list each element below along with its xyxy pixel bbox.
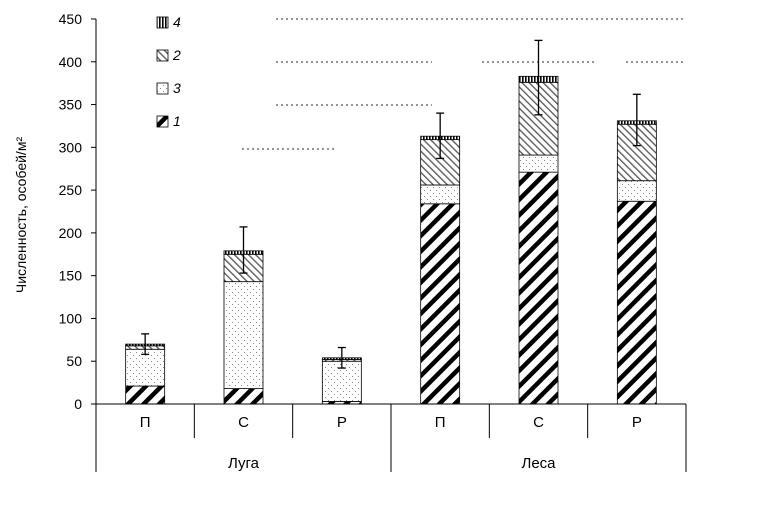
y-tick-label: 150 [59,268,83,284]
bars-layer [125,75,657,405]
y-axis-label: Численность, особей/м² [13,137,29,294]
x-group-label: Леса [521,455,556,472]
bar-segment-series-1 [125,385,166,405]
legend-label: 3 [173,80,181,96]
x-tick-label: Р [337,414,347,431]
x-tick-label: С [238,414,249,431]
y-tick-label: 350 [59,97,83,113]
legend-swatch-series-2 [156,49,169,62]
y-tick-label: 0 [74,396,82,412]
legend-label: 2 [172,47,181,63]
bar-segment-series-1 [223,388,264,405]
bar-segment-series-3 [616,180,657,202]
legend-swatch-series-4 [156,16,169,29]
legend-swatch-series-3 [156,82,169,95]
x-tick-label: П [435,414,446,431]
x-group-label: Луга [228,455,260,472]
bar-segment-series-3 [125,348,166,387]
x-axis-categories: П С Р П С Р Луга Леса [95,404,687,472]
bar-segment-series-3 [420,184,461,205]
y-tick-label: 100 [59,310,83,326]
bar-segment-series-3 [223,281,264,389]
x-tick-label: П [140,414,151,431]
y-tick-label: 200 [59,225,83,241]
bar-segment-series-3 [321,360,362,402]
bar-segment-series-3 [518,154,559,173]
y-tick-label: 250 [59,182,83,198]
x-tick-label: С [533,414,544,431]
bar-segment-series-1 [420,203,461,405]
legend-label: 4 [173,14,181,30]
legend: 4 2 3 1 [156,14,181,129]
y-ticks: 0 50 100 150 200 250 300 350 400 450 [59,11,96,412]
error-bars-layer [141,39,641,369]
y-tick-label: 400 [59,54,83,70]
x-tick-label: Р [632,414,642,431]
y-tick-label: 450 [59,11,83,27]
bar-segment-series-1 [518,171,559,405]
y-tick-label: 300 [59,139,83,155]
bar-segment-series-1 [616,200,657,405]
y-tick-label: 50 [66,353,82,369]
legend-swatch-series-1 [156,115,169,128]
legend-label: 1 [173,113,181,129]
